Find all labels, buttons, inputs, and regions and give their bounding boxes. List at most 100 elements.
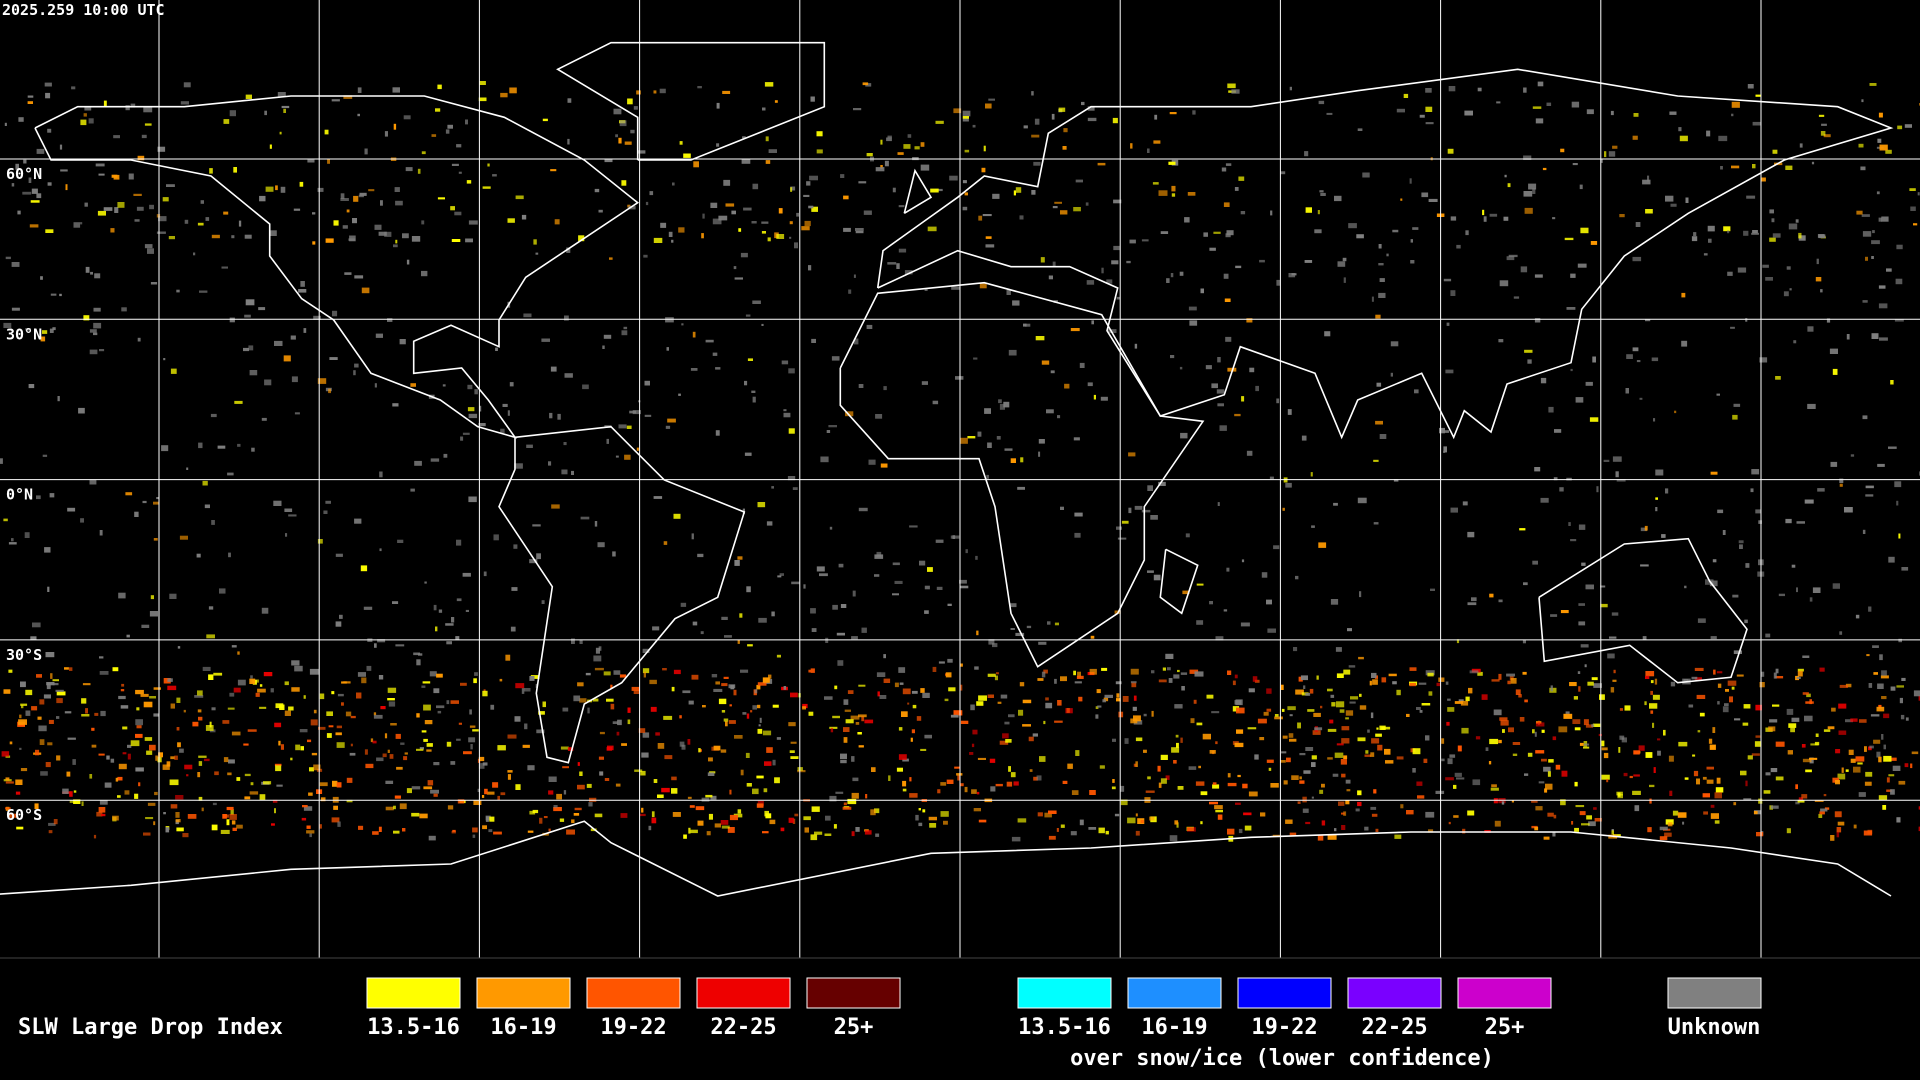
cloud-pixel xyxy=(1127,817,1136,824)
cloud-pixel xyxy=(319,782,328,787)
cloud-pixel xyxy=(209,721,212,728)
cloud-pixel xyxy=(423,704,431,711)
cloud-pixel xyxy=(1765,277,1773,281)
cloud-pixel xyxy=(18,117,24,122)
cloud-pixel xyxy=(32,622,41,628)
cloud-pixel xyxy=(1381,726,1391,730)
cloud-pixel xyxy=(577,682,584,687)
cloud-pixel xyxy=(1868,683,1873,688)
cloud-pixel xyxy=(497,795,500,801)
cloud-pixel xyxy=(1311,762,1316,767)
cloud-pixel xyxy=(473,678,477,684)
cloud-pixel xyxy=(1681,340,1688,347)
cloud-pixel xyxy=(48,822,56,826)
cloud-pixel xyxy=(988,98,995,101)
cloud-pixel xyxy=(1234,700,1242,705)
cloud-pixel xyxy=(876,551,882,557)
cloud-pixel xyxy=(1754,741,1761,747)
cloud-pixel xyxy=(858,684,866,687)
cloud-pixel xyxy=(1153,574,1161,581)
legend-label: 22-25 xyxy=(710,1015,776,1040)
cloud-pixel xyxy=(177,646,181,649)
cloud-pixel xyxy=(39,699,45,705)
cloud-pixel xyxy=(1133,763,1137,767)
cloud-pixel xyxy=(1140,820,1144,824)
cloud-pixel xyxy=(1586,815,1592,820)
cloud-pixel xyxy=(756,775,764,779)
cloud-pixel xyxy=(620,813,628,818)
cloud-pixel xyxy=(1034,118,1040,125)
cloud-pixel xyxy=(1223,609,1228,612)
cloud-pixel xyxy=(37,716,42,720)
cloud-pixel xyxy=(523,313,532,318)
cloud-pixel xyxy=(978,819,987,823)
cloud-pixel xyxy=(507,410,510,416)
cloud-pixel xyxy=(149,696,156,699)
cloud-pixel xyxy=(1692,754,1696,757)
cloud-pixel xyxy=(1877,683,1884,689)
cloud-pixel xyxy=(1447,758,1453,765)
cloud-pixel xyxy=(1881,696,1887,700)
cloud-pixel xyxy=(1651,357,1659,362)
cloud-pixel xyxy=(1357,737,1366,742)
cloud-pixel xyxy=(280,186,286,193)
cloud-pixel xyxy=(1198,765,1201,769)
cloud-pixel xyxy=(263,781,272,785)
cloud-pixel xyxy=(469,725,476,728)
cloud-pixel xyxy=(631,686,640,691)
cloud-pixel xyxy=(1535,806,1543,811)
cloud-pixel xyxy=(47,128,52,133)
cloud-pixel xyxy=(864,830,872,835)
cloud-pixel xyxy=(1246,318,1253,323)
cloud-pixel xyxy=(1074,681,1082,684)
cloud-pixel xyxy=(1435,790,1445,794)
cloud-pixel xyxy=(1359,705,1367,710)
cloud-pixel xyxy=(690,368,698,371)
cloud-pixel xyxy=(1249,367,1255,373)
cloud-pixel xyxy=(1330,599,1339,605)
cloud-pixel xyxy=(1752,121,1762,126)
cloud-pixel xyxy=(710,795,717,800)
cloud-pixel xyxy=(465,119,468,125)
cloud-pixel xyxy=(761,231,766,234)
cloud-pixel xyxy=(548,776,557,782)
cloud-pixel xyxy=(1591,677,1598,681)
cloud-pixel xyxy=(729,789,732,795)
cloud-pixel xyxy=(1751,469,1760,475)
cloud-pixel xyxy=(535,252,539,255)
cloud-pixel xyxy=(1409,178,1412,184)
cloud-pixel xyxy=(914,146,920,150)
cloud-pixel xyxy=(1289,714,1293,717)
cloud-pixel xyxy=(1864,781,1872,786)
cloud-pixel xyxy=(232,827,237,831)
cloud-pixel xyxy=(1456,244,1461,249)
cloud-pixel xyxy=(94,712,99,716)
cloud-pixel xyxy=(1489,213,1498,217)
cloud-pixel xyxy=(1217,502,1220,506)
cloud-pixel xyxy=(1231,89,1240,94)
cloud-pixel xyxy=(976,701,984,706)
cloud-pixel xyxy=(877,691,880,697)
cloud-pixel xyxy=(804,827,809,833)
cloud-pixel xyxy=(624,141,632,145)
cloud-pixel xyxy=(1035,336,1045,341)
cloud-pixel xyxy=(1182,590,1190,595)
cloud-pixel xyxy=(1761,177,1766,182)
cloud-pixel xyxy=(1904,124,1912,128)
cloud-pixel xyxy=(673,669,681,675)
cloud-pixel xyxy=(1226,230,1234,236)
cloud-pixel xyxy=(110,228,115,233)
cloud-pixel xyxy=(1428,198,1438,202)
cloud-pixel xyxy=(538,711,545,715)
cloud-pixel xyxy=(1786,266,1791,270)
cloud-pixel xyxy=(745,752,750,758)
cloud-pixel xyxy=(364,749,368,755)
cloud-pixel xyxy=(31,706,38,711)
cloud-pixel xyxy=(1300,675,1308,681)
cloud-pixel xyxy=(1613,669,1616,674)
cloud-pixel xyxy=(157,146,166,152)
legend-label: 19-22 xyxy=(600,1015,666,1040)
cloud-pixel xyxy=(921,381,928,385)
cloud-pixel xyxy=(1835,780,1840,785)
cloud-pixel xyxy=(1717,701,1720,705)
